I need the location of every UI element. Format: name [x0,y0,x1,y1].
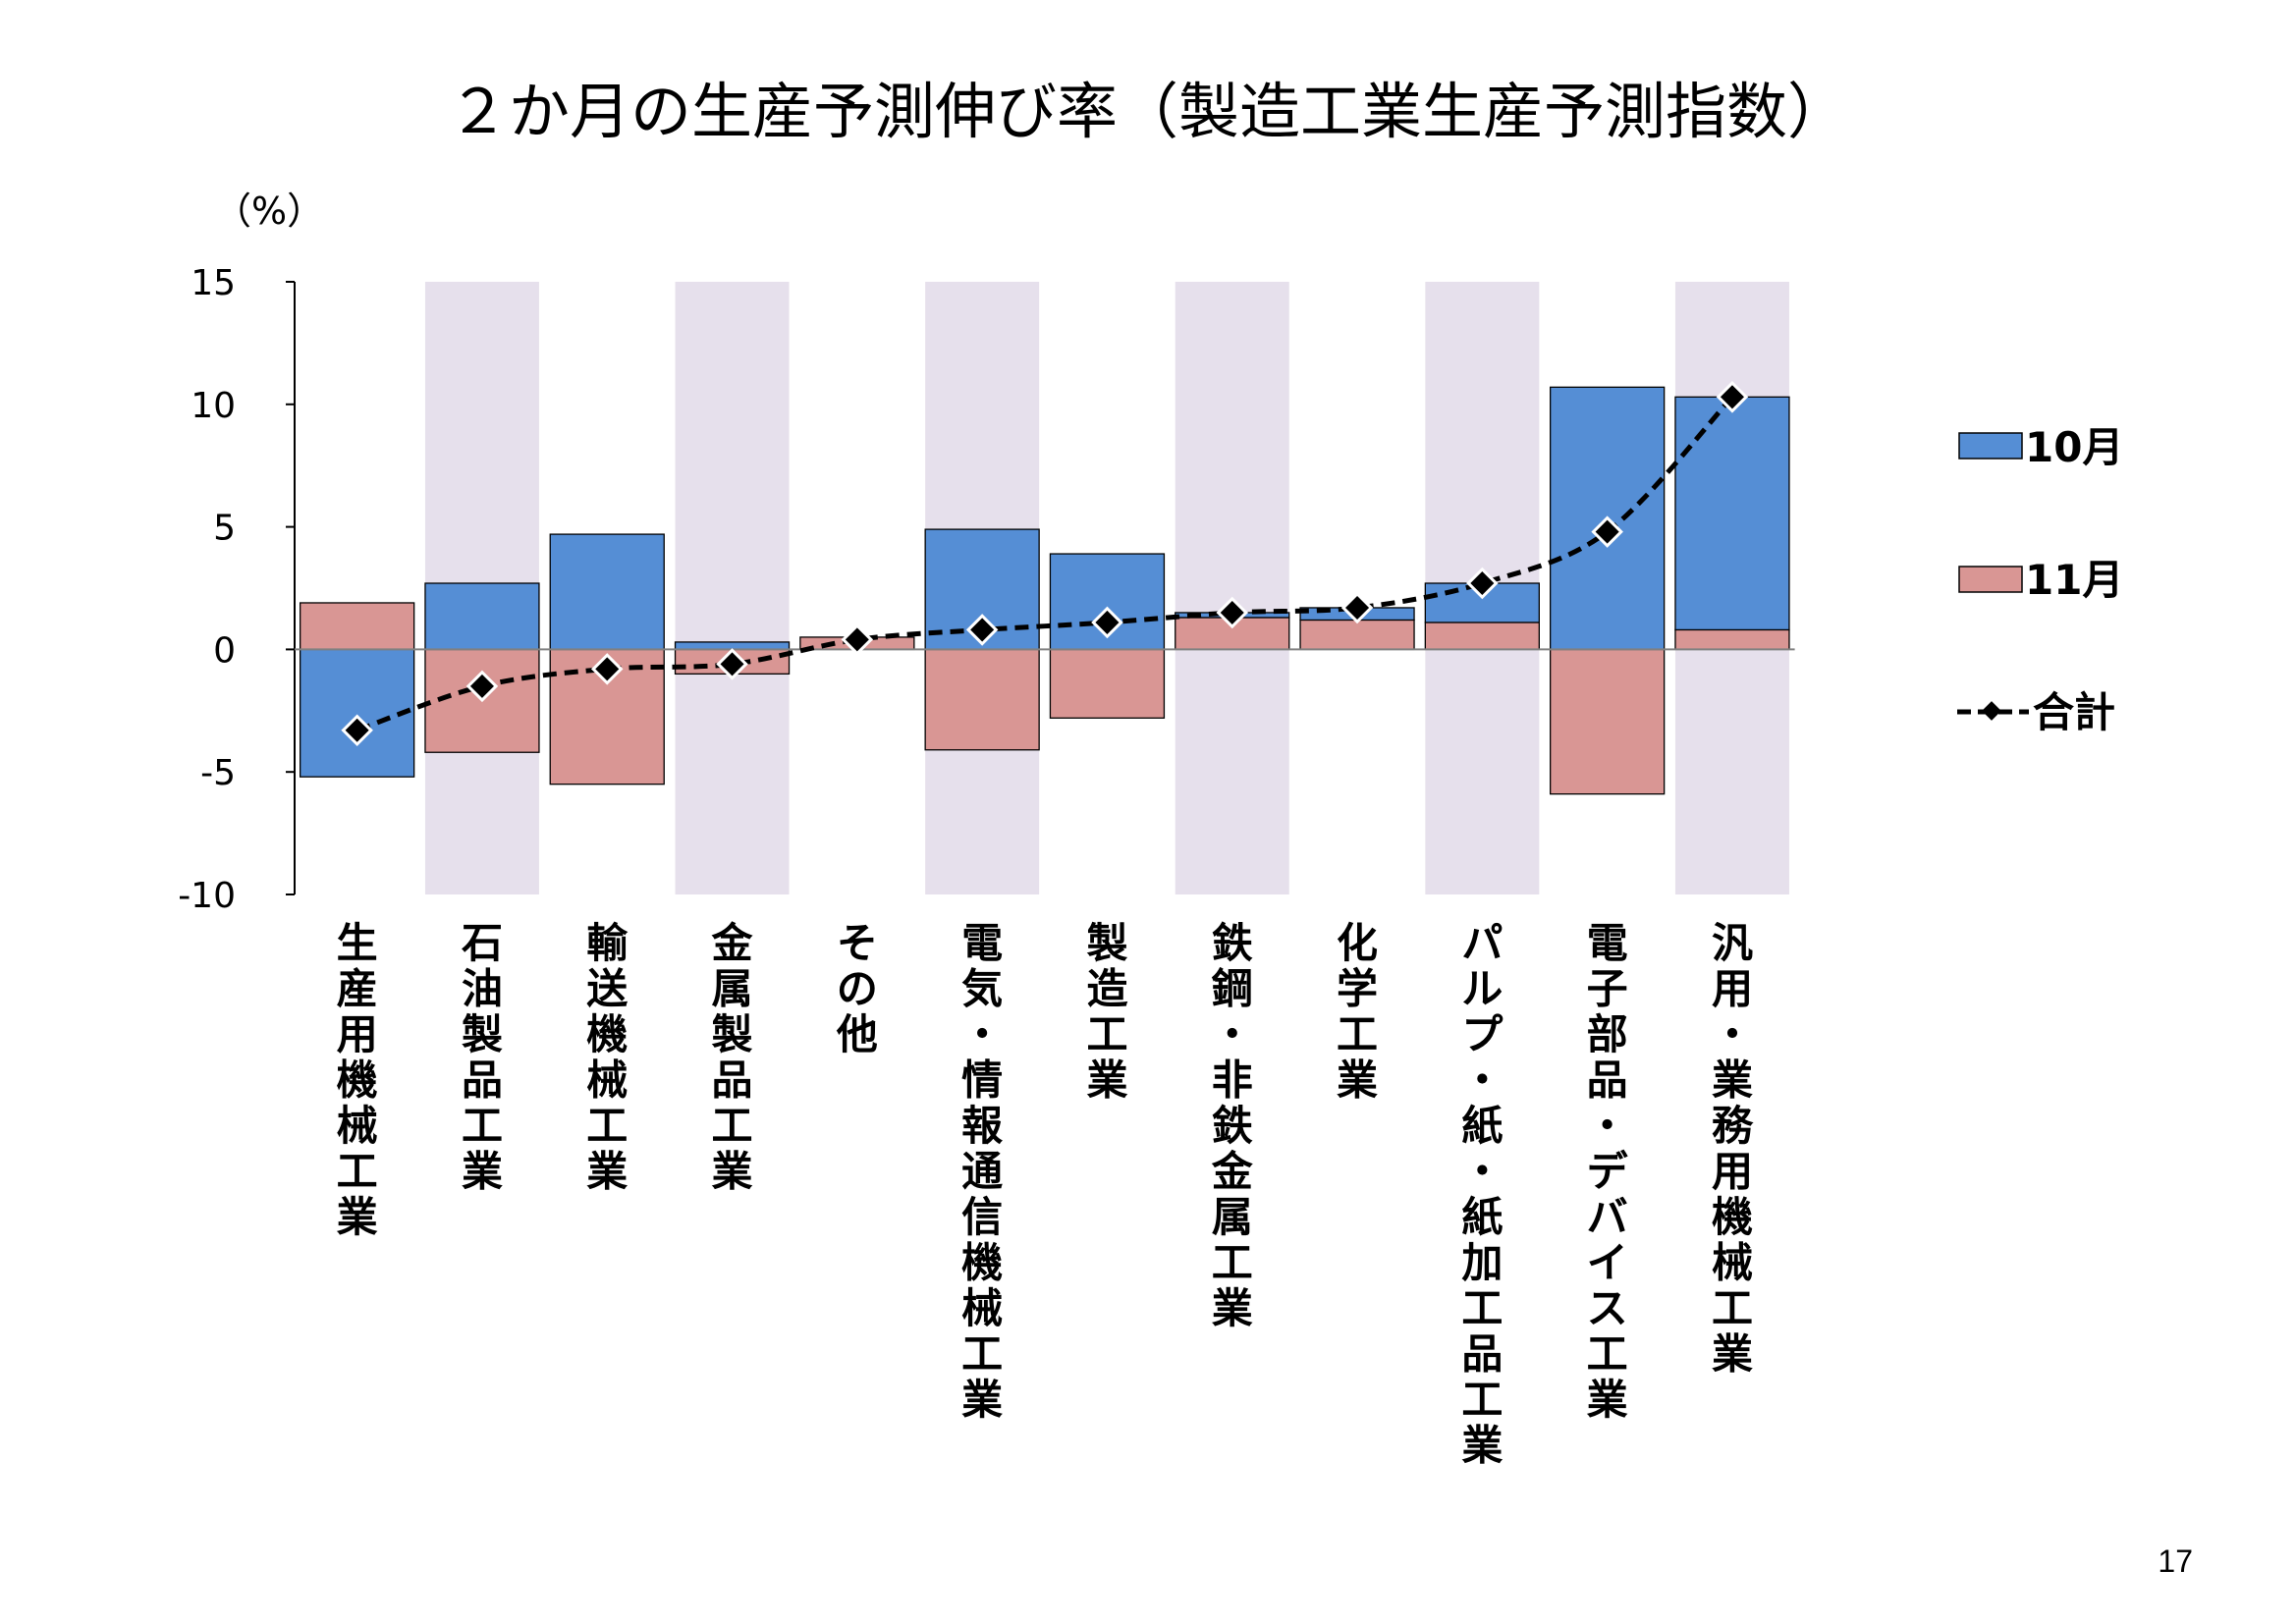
bar-11 [1049,648,1166,719]
total-marker [1216,596,1249,629]
legend-swatch-11 [1958,566,2023,593]
total-marker [965,614,999,646]
total-marker [341,714,373,747]
total-marker [716,648,748,680]
category-band [675,282,790,894]
y-tick-label: 5 [213,509,236,549]
bar-10 [424,582,540,651]
x-tick-label: 金属製品工業 [711,919,754,1196]
x-tick-label: 鉄鋼・非鉄金属工業 [1211,919,1254,1332]
x-tick-label: パルプ・紙・紙加工品工業 [1461,919,1503,1470]
y-ticks: 15 10 5 0 -5 -10 [178,263,295,916]
total-marker [1091,606,1123,639]
total-marker [590,653,624,685]
bar-11 [1550,648,1666,795]
x-tick-label: 汎用・業務用機械工業 [1712,919,1754,1379]
bar-10 [549,533,665,651]
x-tick-label: 製造工業 [1086,919,1127,1105]
legend-marker-total [1982,701,2001,721]
x-tick-label: 生産用機械工業 [337,919,378,1241]
legend-label-10: 10月 [2025,423,2123,471]
chart-title: ２か月の生産予測伸び率（製造工業生産予測指数） [448,76,1848,147]
page-number: 17 [2158,1543,2193,1579]
total-line [341,381,1749,747]
legend: 10月 11月 合計 [1957,423,2123,736]
bar-11 [924,648,1040,751]
bar-11 [1424,622,1540,651]
bar-10 [1674,396,1790,631]
total-marker [465,670,499,703]
x-tick-label: 輸送機械工業 [586,919,629,1196]
y-tick-label: -10 [178,876,236,916]
y-tick-label: 10 [191,386,236,426]
x-tick-label: 電気・情報通信機械工業 [961,919,1003,1424]
legend-swatch-10 [1958,432,2023,460]
total-marker [1340,591,1374,624]
total-marker [1716,381,1749,413]
bar-11 [299,602,415,651]
legend-label-11: 11月 [2025,556,2123,604]
total-marker [1591,515,1623,548]
x-tick-label: その他 [836,919,878,1058]
total-marker [1466,567,1499,600]
bar-11 [1299,619,1415,651]
bar-11 [1674,628,1790,651]
x-tick-label: 石油製品工業 [462,919,503,1196]
y-tick-label: -5 [200,753,236,793]
total-marker [841,623,874,656]
legend-label-total: 合計 [2033,688,2115,736]
x-tick-label: 化学工業 [1337,919,1378,1105]
y-unit-label: （%） [214,189,324,233]
category-band [1175,282,1289,894]
y-tick-label: 15 [191,263,236,303]
y-tick-label: 0 [213,630,236,671]
x-labels: 生産用機械工業 石油製品工業 輸送機械工業 金属製品工業 その他 電気・情報通信機械工業 製… [337,919,1754,1470]
x-tick-label: 電子部品・デバイス工業 [1587,919,1629,1424]
